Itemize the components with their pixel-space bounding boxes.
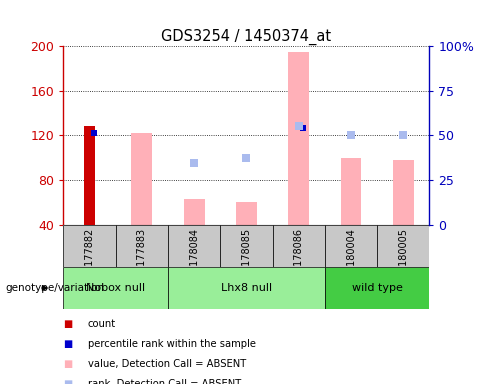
Bar bbox=[325, 225, 377, 267]
Text: GSM177883: GSM177883 bbox=[137, 228, 147, 287]
Text: rank, Detection Call = ABSENT: rank, Detection Call = ABSENT bbox=[88, 379, 241, 384]
Text: value, Detection Call = ABSENT: value, Detection Call = ABSENT bbox=[88, 359, 246, 369]
Bar bbox=[288, 52, 309, 225]
Text: genotype/variation: genotype/variation bbox=[5, 283, 104, 293]
Bar bbox=[273, 225, 325, 267]
Text: ■: ■ bbox=[63, 339, 73, 349]
Text: GSM177882: GSM177882 bbox=[84, 228, 95, 287]
Text: count: count bbox=[88, 319, 116, 329]
Bar bbox=[236, 202, 257, 225]
Bar bbox=[168, 225, 220, 267]
Text: wild type: wild type bbox=[352, 283, 403, 293]
Text: GSM180005: GSM180005 bbox=[398, 228, 408, 287]
Bar bbox=[116, 225, 168, 267]
Text: Nobox null: Nobox null bbox=[86, 283, 145, 293]
Bar bbox=[325, 267, 429, 309]
Text: percentile rank within the sample: percentile rank within the sample bbox=[88, 339, 256, 349]
Bar bbox=[168, 267, 325, 309]
Text: ■: ■ bbox=[63, 319, 73, 329]
Bar bbox=[393, 160, 414, 225]
Bar bbox=[84, 126, 95, 225]
Bar bbox=[220, 225, 273, 267]
Text: GSM178085: GSM178085 bbox=[242, 228, 251, 287]
Bar bbox=[377, 225, 429, 267]
Text: ■: ■ bbox=[63, 379, 73, 384]
Text: GSM178084: GSM178084 bbox=[189, 228, 199, 287]
Bar bbox=[341, 158, 362, 225]
Bar bbox=[131, 133, 152, 225]
Bar bbox=[63, 267, 168, 309]
Text: GSM178086: GSM178086 bbox=[294, 228, 304, 287]
Bar bbox=[183, 199, 204, 225]
Text: GSM180004: GSM180004 bbox=[346, 228, 356, 287]
Text: Lhx8 null: Lhx8 null bbox=[221, 283, 272, 293]
Bar bbox=[63, 225, 116, 267]
Title: GDS3254 / 1450374_at: GDS3254 / 1450374_at bbox=[162, 28, 331, 45]
Text: ■: ■ bbox=[63, 359, 73, 369]
